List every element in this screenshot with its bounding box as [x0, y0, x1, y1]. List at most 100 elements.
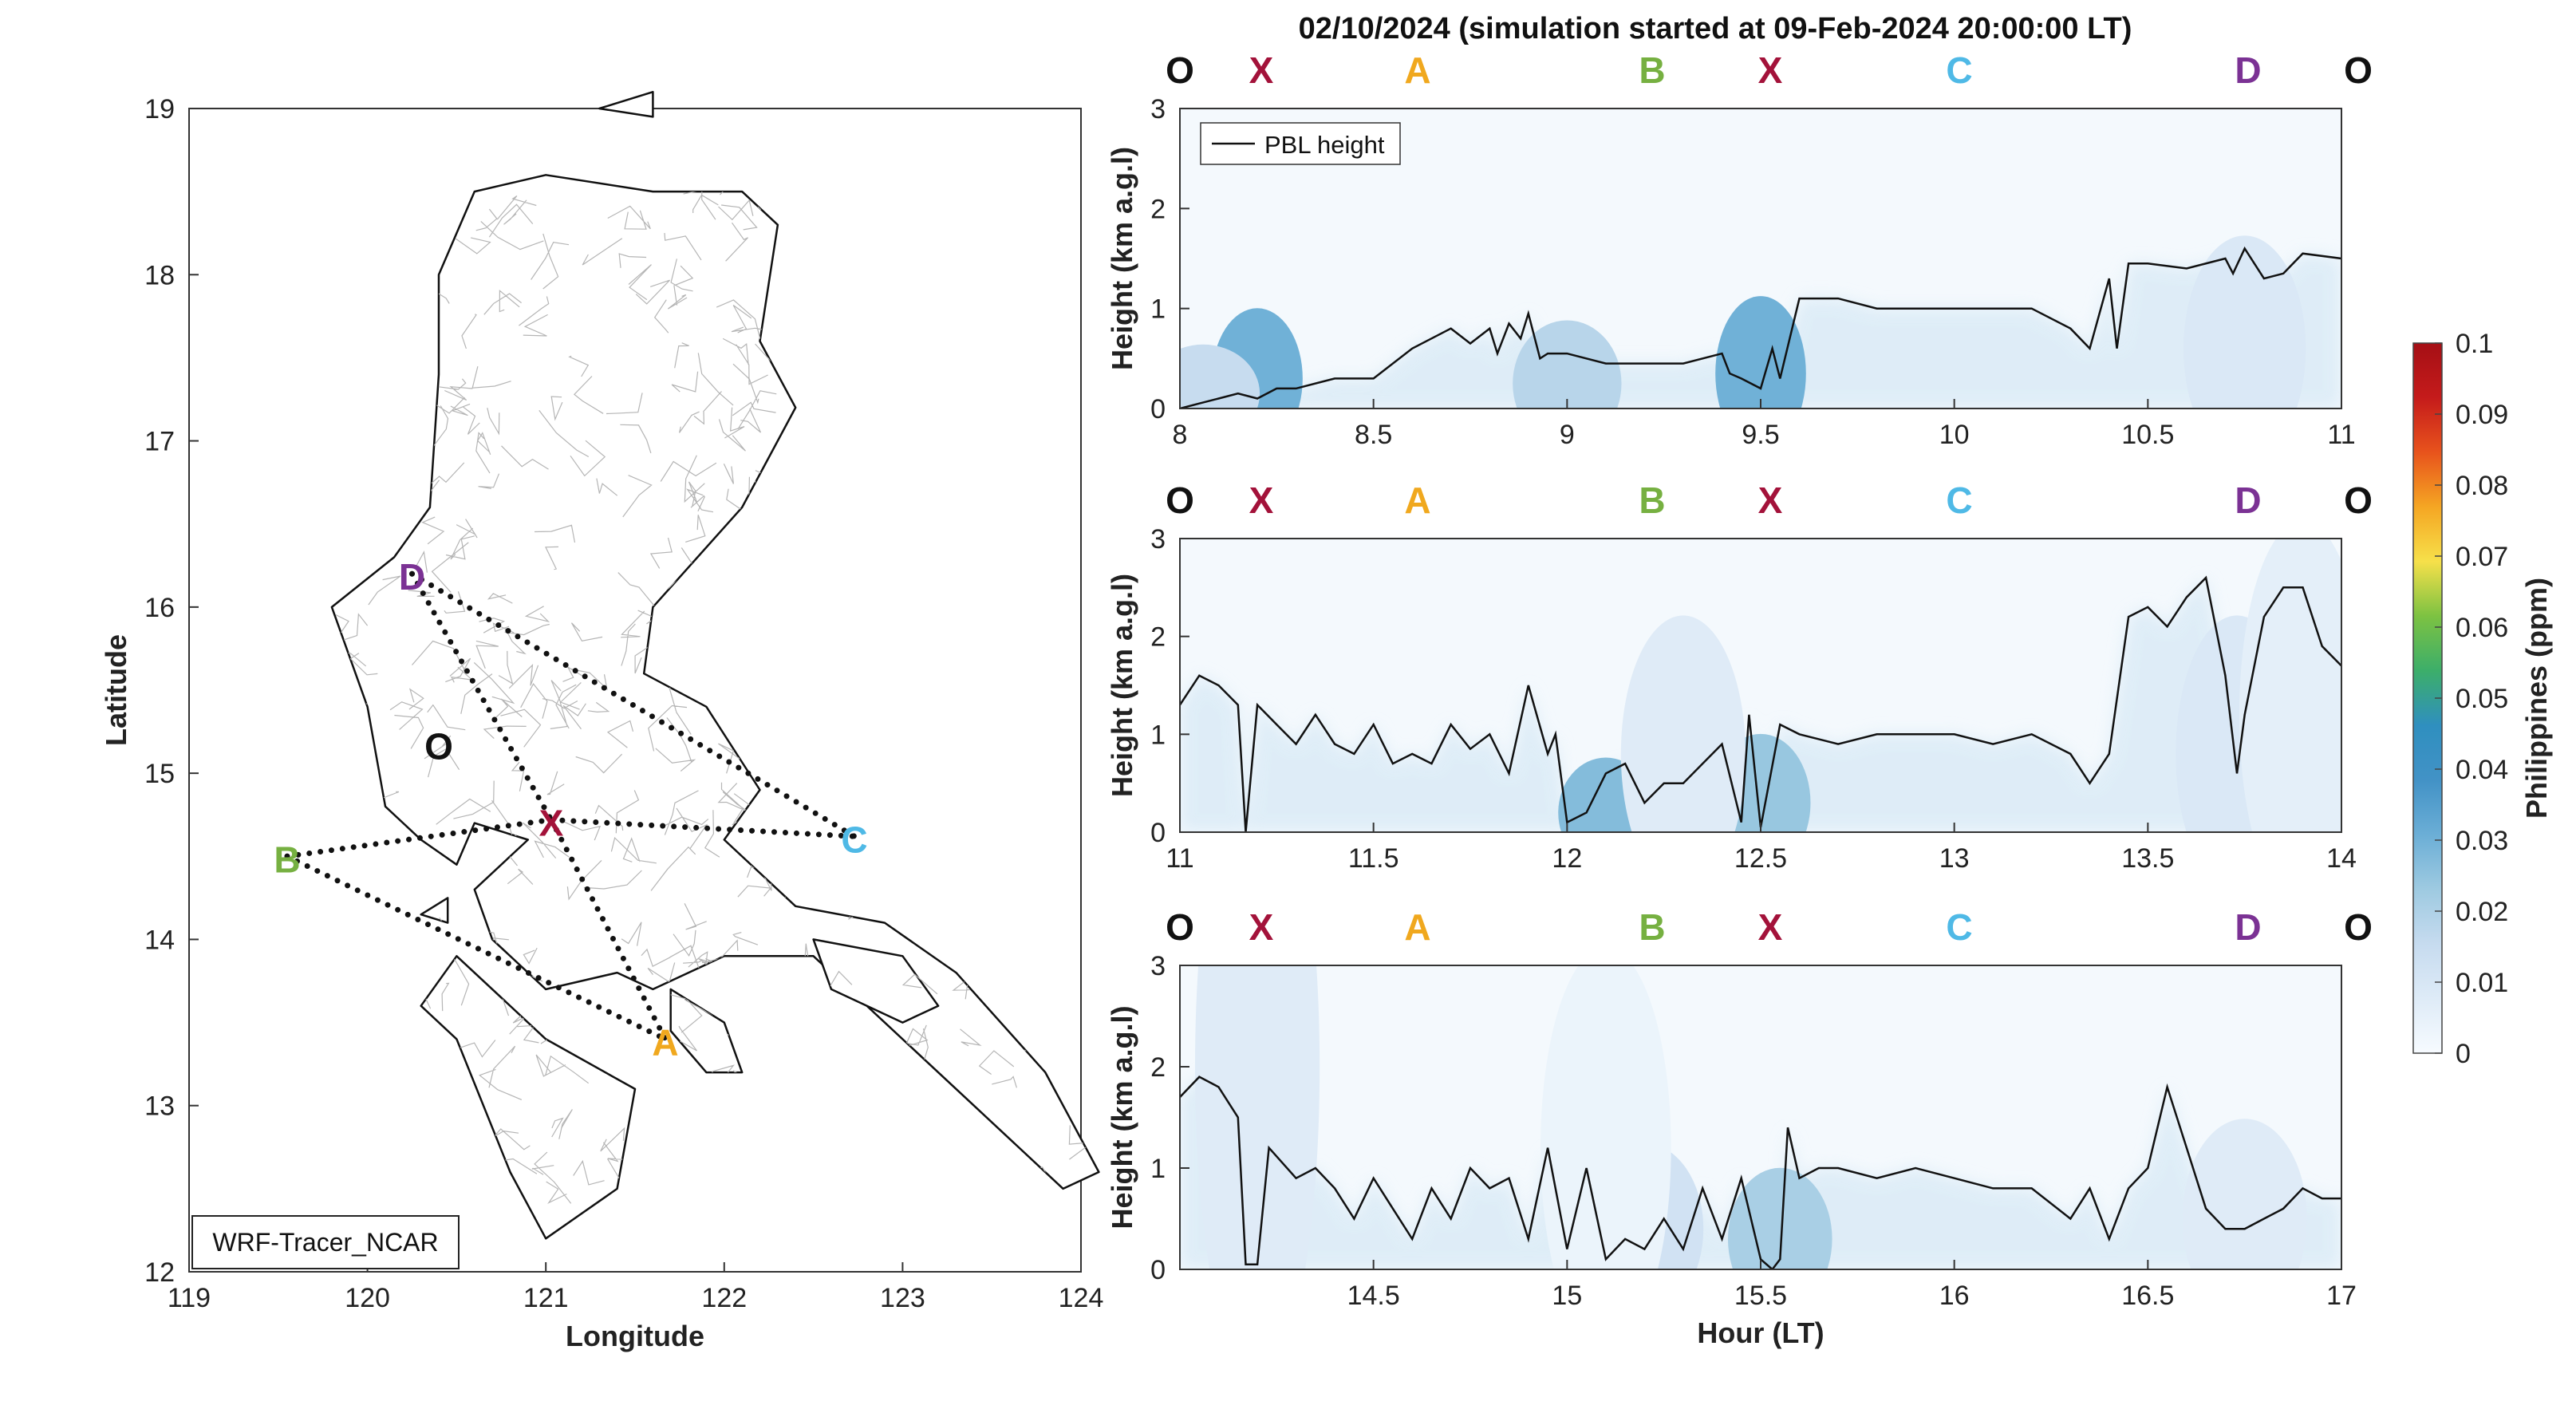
- legend-label: PBL height: [1264, 131, 1385, 159]
- route-marker-c: C: [1946, 480, 1972, 521]
- colorbar-tick-label: 0.03: [2456, 826, 2508, 856]
- route-marker-x: X: [1758, 480, 1783, 521]
- concentration-plume: [1727, 1167, 1832, 1269]
- concentration-plume: [2182, 1119, 2307, 1269]
- pbl-height-line: [1180, 246, 2341, 409]
- colorbar-tick-label: 0.02: [2456, 897, 2508, 927]
- x-tick-label: 16.5: [2121, 1281, 2174, 1311]
- y-tick-label: 0: [1150, 818, 1166, 848]
- y-axis-label: Height (km a.g.l): [1106, 1005, 1138, 1229]
- map-ytick-label: 17: [144, 427, 175, 457]
- x-tick-label: 13.5: [2121, 843, 2174, 874]
- map-ytick-label: 15: [144, 759, 175, 789]
- route-marker-x: X: [1249, 49, 1274, 91]
- landmass: [812, 938, 940, 1024]
- x-tick-label: 16: [1939, 1281, 1970, 1311]
- x-axis-label: Hour (LT): [1697, 1316, 1824, 1349]
- colorbar-tick-label: 0.04: [2456, 755, 2508, 785]
- map-ytick-label: 19: [144, 94, 175, 124]
- x-tick-label: 11: [2327, 420, 2355, 450]
- mixed-layer-shading: [1180, 248, 2341, 409]
- map-ytick-label: 16: [144, 593, 175, 623]
- y-tick-label: 1: [1150, 294, 1166, 325]
- map-xtick-label: 123: [880, 1283, 925, 1313]
- route-marker-b: B: [1639, 49, 1665, 91]
- map-land: [330, 90, 1100, 1240]
- route-marker-o: O: [1166, 480, 1194, 521]
- concentration-plume: [2239, 539, 2341, 832]
- colorbar-tick-label: 0.08: [2456, 471, 2508, 501]
- x-tick-label: 8: [1173, 420, 1188, 450]
- colorbar-tick-label: 0.06: [2456, 613, 2508, 643]
- map-ytick-label: 18: [144, 260, 175, 290]
- map-xtick-label: 120: [345, 1283, 390, 1313]
- route-marker-c: C: [1946, 49, 1972, 91]
- y-tick-label: 0: [1150, 394, 1166, 424]
- map-point-o: O: [424, 726, 453, 768]
- map-point-labels: D O X B C A: [274, 556, 867, 1063]
- route-marker-c: C: [1946, 906, 1972, 948]
- x-tick-label: 12.5: [1734, 843, 1787, 874]
- route-marker-a: A: [1404, 49, 1430, 91]
- x-tick-label: 17: [2326, 1281, 2357, 1311]
- concentration-plume: [1513, 320, 1622, 409]
- colorbar-tick-label: 0.07: [2456, 542, 2508, 572]
- route-marker-x: X: [1758, 49, 1783, 91]
- colorbar-tick-label: 0.09: [2456, 400, 2508, 430]
- concentration-plume: [1194, 965, 1320, 1269]
- colorbar-tick-label: 0.1: [2456, 329, 2493, 359]
- y-tick-label: 3: [1150, 951, 1166, 981]
- x-tick-label: 10.5: [2121, 420, 2174, 450]
- panel-3: 14.5 15 15.5 16 16.5 17 0 1 2 3 Height (km a.g.l) H…: [1106, 906, 2373, 1349]
- pbl-height-line: [1180, 575, 2341, 832]
- map-point-d: D: [399, 556, 425, 598]
- x-tick-label: 12: [1552, 843, 1582, 874]
- heatmap-field: [1180, 235, 2341, 409]
- map-xlabel: Longitude: [566, 1320, 704, 1352]
- landmass: [420, 955, 637, 1240]
- route-marker-o: O: [1166, 906, 1194, 948]
- x-tick-label: 11: [1166, 843, 1193, 874]
- map-routes: [284, 570, 858, 1042]
- colorbar-label: Philippines (ppm): [2520, 578, 2553, 819]
- map-xtick-label: 122: [701, 1283, 747, 1313]
- map-ytick-label: 12: [144, 1257, 175, 1288]
- y-tick-label: 2: [1150, 622, 1166, 653]
- map-y-ticks: 12 13 14 15 16 17 18 19: [144, 94, 199, 1288]
- x-tick-label: 10: [1939, 420, 1970, 450]
- map-xtick-label: 119: [168, 1283, 211, 1313]
- x-tick-label: 15: [1552, 1281, 1582, 1311]
- colorbar-ticks: 0 0.01 0.02 0.03 0.04 0.05 0.06 0.07 0.08 0.09 0.1: [2435, 329, 2508, 1069]
- landmass: [420, 897, 449, 924]
- pbl-height-line: [1180, 1076, 2341, 1269]
- figure-title: 02/10/2024 (simulation started at 09-Feb…: [1299, 12, 2132, 45]
- concentration-plume: [2183, 235, 2306, 409]
- y-tick-label: 3: [1150, 524, 1166, 555]
- map-annotation: WRF-Tracer_NCAR: [212, 1228, 438, 1257]
- flight-route: [409, 570, 858, 839]
- map-ylabel: Latitude: [100, 634, 132, 746]
- y-axis-label: Height (km a.g.l): [1106, 147, 1138, 370]
- x-tick-label: 9: [1560, 420, 1575, 450]
- x-tick-label: 15.5: [1734, 1281, 1787, 1311]
- route-marker-x: X: [1249, 906, 1274, 948]
- route-marker-d: D: [2235, 906, 2261, 948]
- route-marker-d: D: [2235, 480, 2261, 521]
- x-tick-label: 14.5: [1347, 1281, 1400, 1311]
- route-marker-d: D: [2235, 49, 2261, 91]
- panel-1: 8 8.5 9 9.5 10 10.5 11 0 1 2 3 Height (km a.g.l) O X A…: [1106, 49, 2373, 450]
- mixed-layer-shading: [1180, 1076, 2341, 1269]
- y-tick-label: 1: [1150, 1154, 1166, 1184]
- route-marker-b: B: [1639, 906, 1665, 948]
- landmass: [598, 90, 654, 118]
- route-marker-a: A: [1404, 480, 1430, 521]
- colorbar: 0 0.01 0.02 0.03 0.04 0.05 0.06 0.07 0.08 0.09 0.1…: [2412, 329, 2553, 1069]
- concentration-plume: [1715, 296, 1806, 409]
- concentration-plume: [1540, 965, 1671, 1269]
- y-tick-label: 0: [1150, 1255, 1166, 1285]
- route-marker-x: X: [1758, 906, 1783, 948]
- map-ytick-label: 14: [144, 925, 175, 955]
- x-tick-label: 14: [2326, 843, 2357, 874]
- map-point-b: B: [274, 839, 300, 880]
- x-tick-label: 8.5: [1355, 420, 1392, 450]
